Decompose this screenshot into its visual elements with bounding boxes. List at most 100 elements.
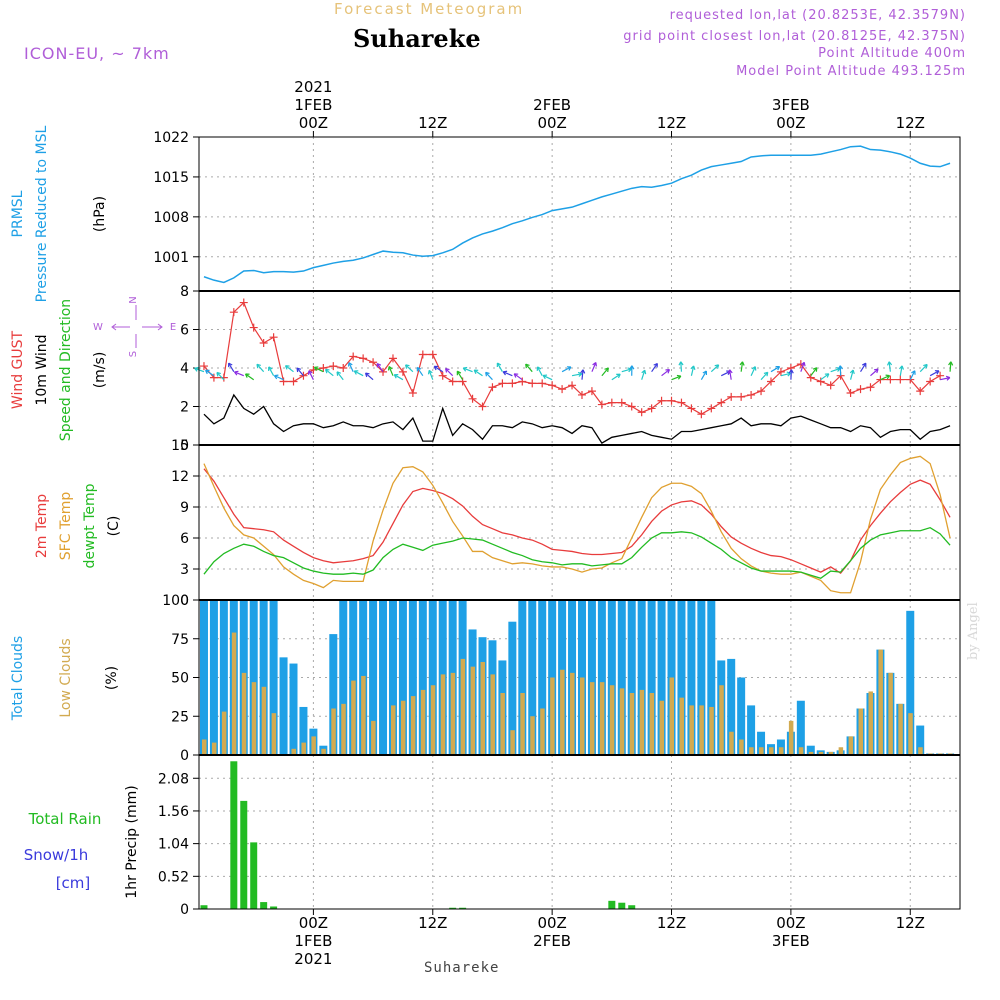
compass-rose-icon xyxy=(111,305,163,348)
time-label-bottom: 00Z xyxy=(776,914,805,932)
total-cloud-bar xyxy=(657,600,666,755)
gust-marker xyxy=(209,373,218,382)
gust-marker xyxy=(269,333,278,342)
gust-marker xyxy=(677,398,686,407)
wind-arrow-head xyxy=(616,373,621,379)
wind-direction-arrow xyxy=(790,369,793,380)
time-label-bottom: 00Z xyxy=(299,914,328,932)
ytick-label-temp: 15 xyxy=(171,438,189,454)
ytick-label-precip: 0 xyxy=(180,902,189,918)
date-label-bottom: 2FEB xyxy=(533,932,571,950)
wind-arrow-head xyxy=(885,374,891,380)
gust-marker xyxy=(577,390,586,399)
wind-arrow-head xyxy=(393,374,399,379)
wind-direction-arrow xyxy=(228,362,235,373)
gust-marker xyxy=(766,377,775,386)
wind-direction-arrow xyxy=(909,370,916,380)
total-cloud-bar xyxy=(607,600,616,755)
total-cloud-bar xyxy=(209,600,218,755)
low-cloud-bar xyxy=(500,693,505,755)
wind-arrow-head xyxy=(665,368,671,374)
wind-arrow-head xyxy=(433,365,439,371)
wind-direction-arrow xyxy=(760,371,769,381)
gust-marker xyxy=(936,371,945,380)
ytick-label-precip: 2.08 xyxy=(158,771,189,787)
gust-marker xyxy=(856,385,865,394)
requested-lonlat: requested lon,lat (20.8253E, 42.3579N) xyxy=(669,8,966,23)
time-label-top: 12Z xyxy=(896,114,925,132)
gust-marker xyxy=(757,387,766,396)
total-cloud-bar xyxy=(398,600,407,755)
wind-arrow-head xyxy=(763,371,769,377)
wind-arrow-head xyxy=(676,374,682,380)
low-cloud-bar xyxy=(291,748,297,755)
pressure-line xyxy=(203,145,951,284)
wind-direction-arrow xyxy=(405,364,414,373)
gust-marker xyxy=(538,379,547,388)
wind-unit: (m/s) xyxy=(92,352,108,389)
wind-direction-arrow xyxy=(268,366,275,376)
ytick-label-wind: 8 xyxy=(180,284,189,300)
low-cloud-bar xyxy=(221,711,227,755)
point-altitude: Point Altitude 400m xyxy=(818,46,966,61)
wind-gust-label: Wind GUST xyxy=(10,330,26,409)
wind-direction-arrow xyxy=(671,375,682,381)
dewpt-temp-line xyxy=(203,526,951,580)
total-cloud-bar xyxy=(418,600,427,755)
gust-marker xyxy=(607,398,616,407)
compass-w: W xyxy=(93,322,103,333)
wind-direction-arrow xyxy=(485,371,493,381)
total-cloud-bar xyxy=(508,621,517,755)
wind-direction-arrow xyxy=(542,374,553,381)
total-cloud-bar xyxy=(737,677,746,755)
gust-marker xyxy=(428,350,437,359)
wind-direction-arrow xyxy=(810,367,818,377)
date-label-bottom: 3FEB xyxy=(772,932,810,950)
time-label-bottom: 12Z xyxy=(418,914,447,932)
gust-marker xyxy=(418,350,427,359)
low-cloud-bar xyxy=(301,742,306,755)
low-cloud-bar xyxy=(400,700,406,755)
total-cloud-bar xyxy=(627,600,636,755)
wind-arrow-head xyxy=(336,371,342,376)
wind-arrow-head xyxy=(849,369,855,375)
total-cloud-bar xyxy=(697,600,706,755)
gust-marker xyxy=(707,404,716,413)
low-cloud-bar xyxy=(490,674,495,755)
low-cloud-bar xyxy=(321,748,326,755)
rain-bar xyxy=(250,842,258,909)
gust-marker xyxy=(518,377,527,386)
wind-arrow-head xyxy=(873,368,879,374)
gust-marker xyxy=(279,377,288,386)
wind-direction-arrow xyxy=(571,373,582,377)
low-cloud-bar xyxy=(739,739,744,755)
wind-arrow-head xyxy=(577,371,583,377)
rain-bar xyxy=(230,761,238,909)
panel-frame-temp xyxy=(198,444,961,601)
temp-unit: (C) xyxy=(106,516,122,537)
gust-marker xyxy=(259,338,268,347)
total-cloud-bar xyxy=(796,700,805,755)
ytick-label-pressure: 1015 xyxy=(153,170,189,186)
wind-arrow-head xyxy=(812,367,818,372)
wind-arrow-head xyxy=(387,366,393,371)
wind-direction-arrow xyxy=(770,366,780,373)
gust-marker xyxy=(866,383,875,392)
date-label-top: 1FEB xyxy=(294,96,332,114)
wind-line xyxy=(203,393,951,444)
wind-arrow-head xyxy=(502,370,508,376)
wind-direction-arrow xyxy=(820,373,830,381)
low-cloud-bar xyxy=(440,674,446,755)
total-cloud-bar xyxy=(349,600,358,755)
total-cloud-bar xyxy=(369,600,378,755)
total-cloud-bar xyxy=(916,725,925,755)
total-cloud-bar xyxy=(408,600,417,755)
wind-arrow-head xyxy=(886,361,893,366)
wind-arrow-head xyxy=(566,366,572,371)
ytick-label-precip: 0.52 xyxy=(158,869,189,885)
wind-direction-arrow xyxy=(939,377,951,381)
wind-direction-arrow xyxy=(710,364,720,373)
low-cloud-bar xyxy=(589,682,595,755)
gust-marker xyxy=(687,404,696,413)
